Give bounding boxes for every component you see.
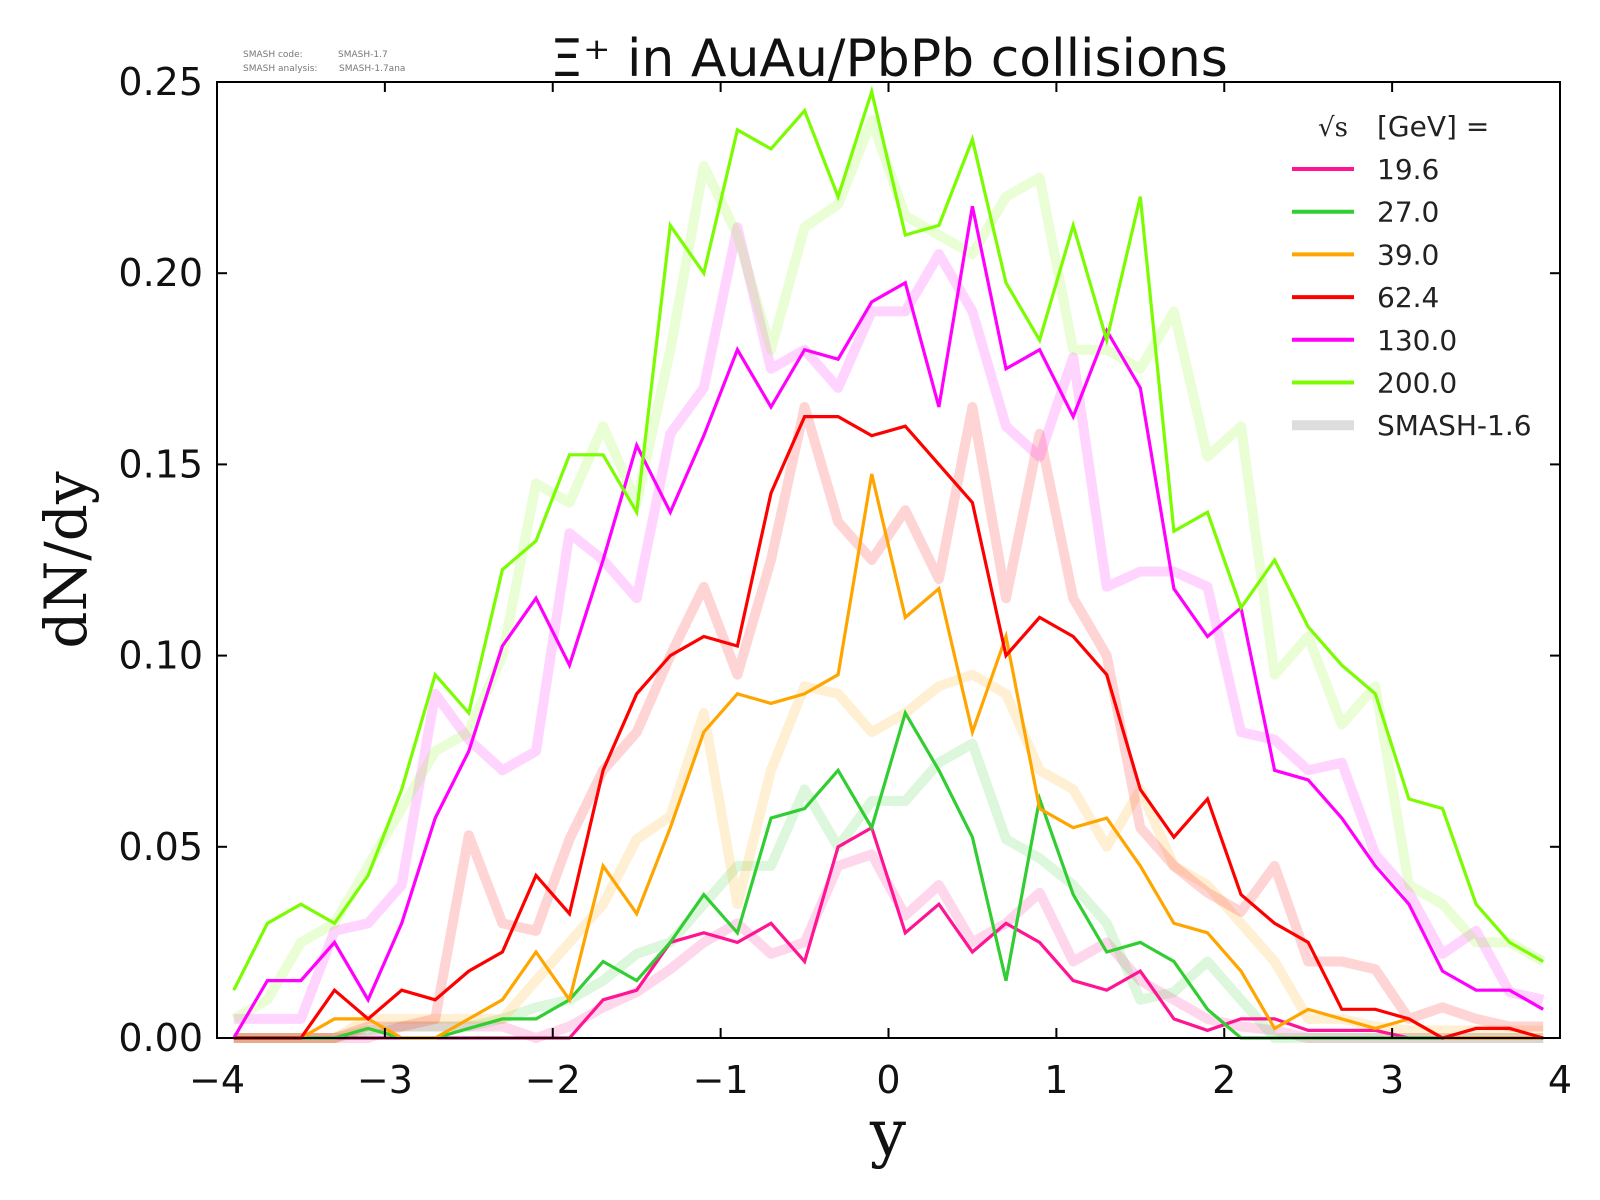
code-version: SMASH-1.7 [338,50,388,60]
x-tick-label: −2 [525,1058,581,1102]
legend-label-1: 27.0 [1377,196,1439,229]
legend-label-5: 200.0 [1377,367,1457,400]
analysis-label: SMASH analysis: [243,64,317,74]
y-tick-label: 0.05 [118,825,203,869]
y-axis-label: dN/dy [32,471,100,649]
y-tick-label: 0.10 [118,634,203,678]
series-line-3 [233,415,1544,1040]
x-tick-label: −3 [357,1058,413,1102]
reference-line-3 [233,402,1544,1043]
reference-line-4 [233,222,1545,1024]
x-tick-label: 1 [1044,1058,1068,1102]
x-tick-label: −4 [189,1058,245,1102]
legend-label-3: 62.4 [1377,281,1439,314]
reference-series-group [231,115,1546,1043]
legend-label-2: 39.0 [1377,238,1439,271]
x-tick-label: 0 [876,1058,900,1102]
x-tick-label: 4 [1548,1058,1572,1102]
x-tick-label: 3 [1380,1058,1404,1102]
x-axis: −4 −3 −2 −1 0 1 2 3 4 [189,82,1572,1102]
series-group [232,85,1544,1040]
y-tick-label: 0.20 [118,251,203,295]
code-label: SMASH code: [243,50,303,60]
reference-line-2 [233,669,1544,1043]
series-line-5 [232,85,1544,991]
y-axis: 0.00 0.05 0.10 0.15 0.20 0.25 [118,60,1560,1060]
legend-label-4: 130.0 [1377,324,1457,357]
legend-title-unit: [GeV] = [1377,110,1489,143]
legend-title-sqrt: √s [1318,113,1348,143]
legend-label-reference: SMASH-1.6 [1377,409,1532,442]
legend: √s [GeV] = 19.6 27.0 39.0 62.4 130.0 200.0 SMA… [1292,110,1532,442]
y-tick-label: 0.25 [118,60,203,104]
chart-title: Ξ⁺ in AuAu/PbPb collisions [550,29,1228,89]
series-line-2 [233,473,1544,1040]
y-tick-label: 0.00 [118,1016,203,1060]
legend-label-0: 19.6 [1377,153,1439,186]
x-tick-label: −1 [693,1058,749,1102]
analysis-version: SMASH-1.7ana [339,64,405,74]
series-line-0 [233,825,1544,1040]
x-tick-label: 2 [1212,1058,1236,1102]
x-axis-label: y [869,1097,906,1171]
y-tick-label: 0.15 [118,442,203,486]
series-line-4 [232,205,1544,1039]
